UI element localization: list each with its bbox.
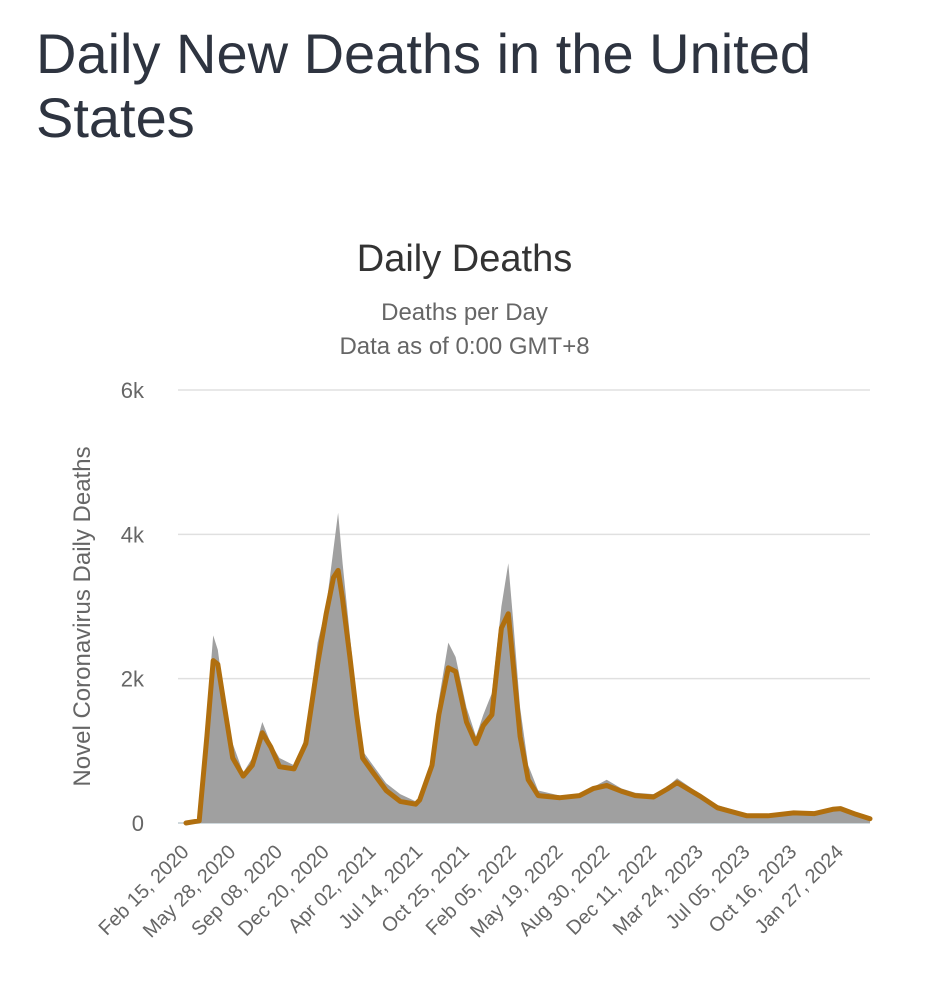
chart-title: Daily Deaths	[356, 238, 573, 280]
y-tick-label: 4k	[121, 522, 145, 547]
moving-average-line	[183, 567, 873, 826]
chart-container: Daily Deaths Deaths per Day Data as of 0…	[0, 220, 929, 1000]
y-tick-label: 6k	[121, 378, 145, 403]
y-tick-label: 2k	[121, 667, 145, 692]
y-axis-label: Novel Coronavirus Daily Deaths	[69, 446, 96, 786]
chart-subtitle: Deaths per Day Data as of 0:00 GMT+8	[0, 296, 929, 364]
chart-subtitle-line2: Data as of 0:00 GMT+8	[339, 333, 590, 360]
daily-deaths-bars	[186, 512, 870, 823]
chart-subtitle-line1: Deaths per Day	[381, 299, 548, 326]
page-title: Daily New Deaths in the United States	[36, 22, 812, 149]
y-tick-label: 0	[132, 811, 144, 836]
